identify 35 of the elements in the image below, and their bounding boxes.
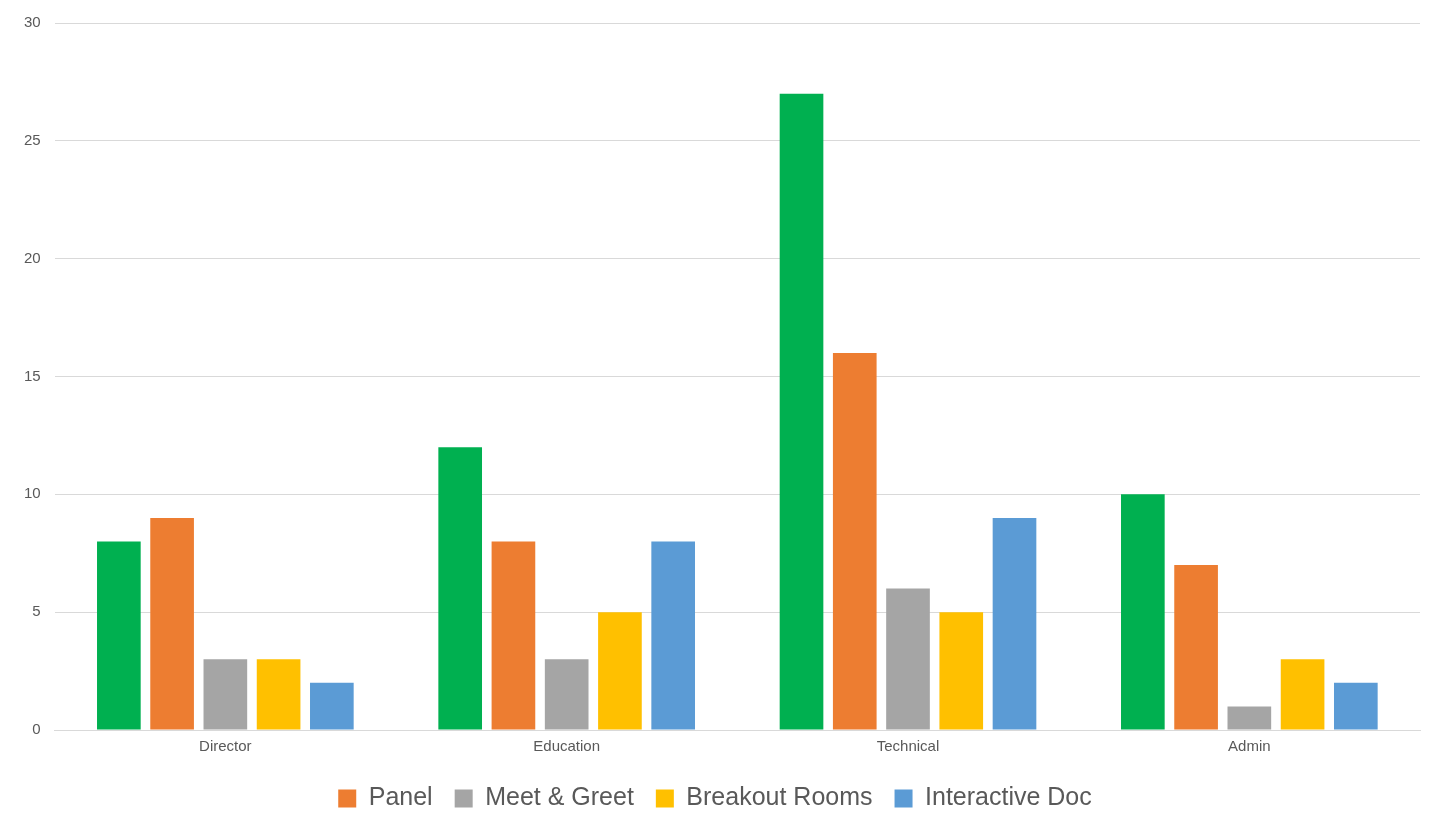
legend-label: Panel: [368, 782, 433, 811]
y-tick-label: 25: [24, 130, 41, 148]
y-tick-label: 15: [24, 366, 41, 384]
x-tick-label: Director: [199, 737, 252, 755]
bar: [1334, 682, 1378, 730]
legend-label: Interactive Doc: [925, 782, 1092, 811]
y-tick-label: 0: [32, 720, 41, 738]
bar: [779, 93, 824, 730]
bar: [598, 612, 642, 730]
bar: [438, 447, 483, 730]
y-tick-label: 5: [32, 602, 41, 620]
bar: [150, 517, 194, 730]
y-tick-label: 20: [24, 248, 41, 266]
bar: [1121, 494, 1165, 730]
y-tick-label: 30: [24, 13, 41, 31]
y-tick-label: 10: [24, 484, 41, 502]
bar: [544, 659, 589, 730]
x-tick-label: Technical: [876, 737, 940, 755]
bar: [1280, 659, 1325, 730]
bar: [992, 517, 1037, 730]
bar: [939, 612, 984, 730]
bar: [832, 352, 877, 730]
bar: [203, 659, 248, 730]
bar: [310, 682, 354, 730]
legend-label: Breakout Rooms: [686, 782, 873, 811]
legend-label: Meet & Greet: [485, 782, 634, 811]
bar: [1174, 565, 1218, 730]
bar: [491, 541, 536, 730]
bar: [651, 541, 695, 730]
x-tick-label: Admin: [1228, 737, 1271, 755]
bar: [97, 541, 141, 730]
bar: [1227, 706, 1272, 730]
x-tick-label: Education: [533, 737, 601, 755]
bar: [256, 659, 301, 730]
bar: [886, 588, 930, 730]
